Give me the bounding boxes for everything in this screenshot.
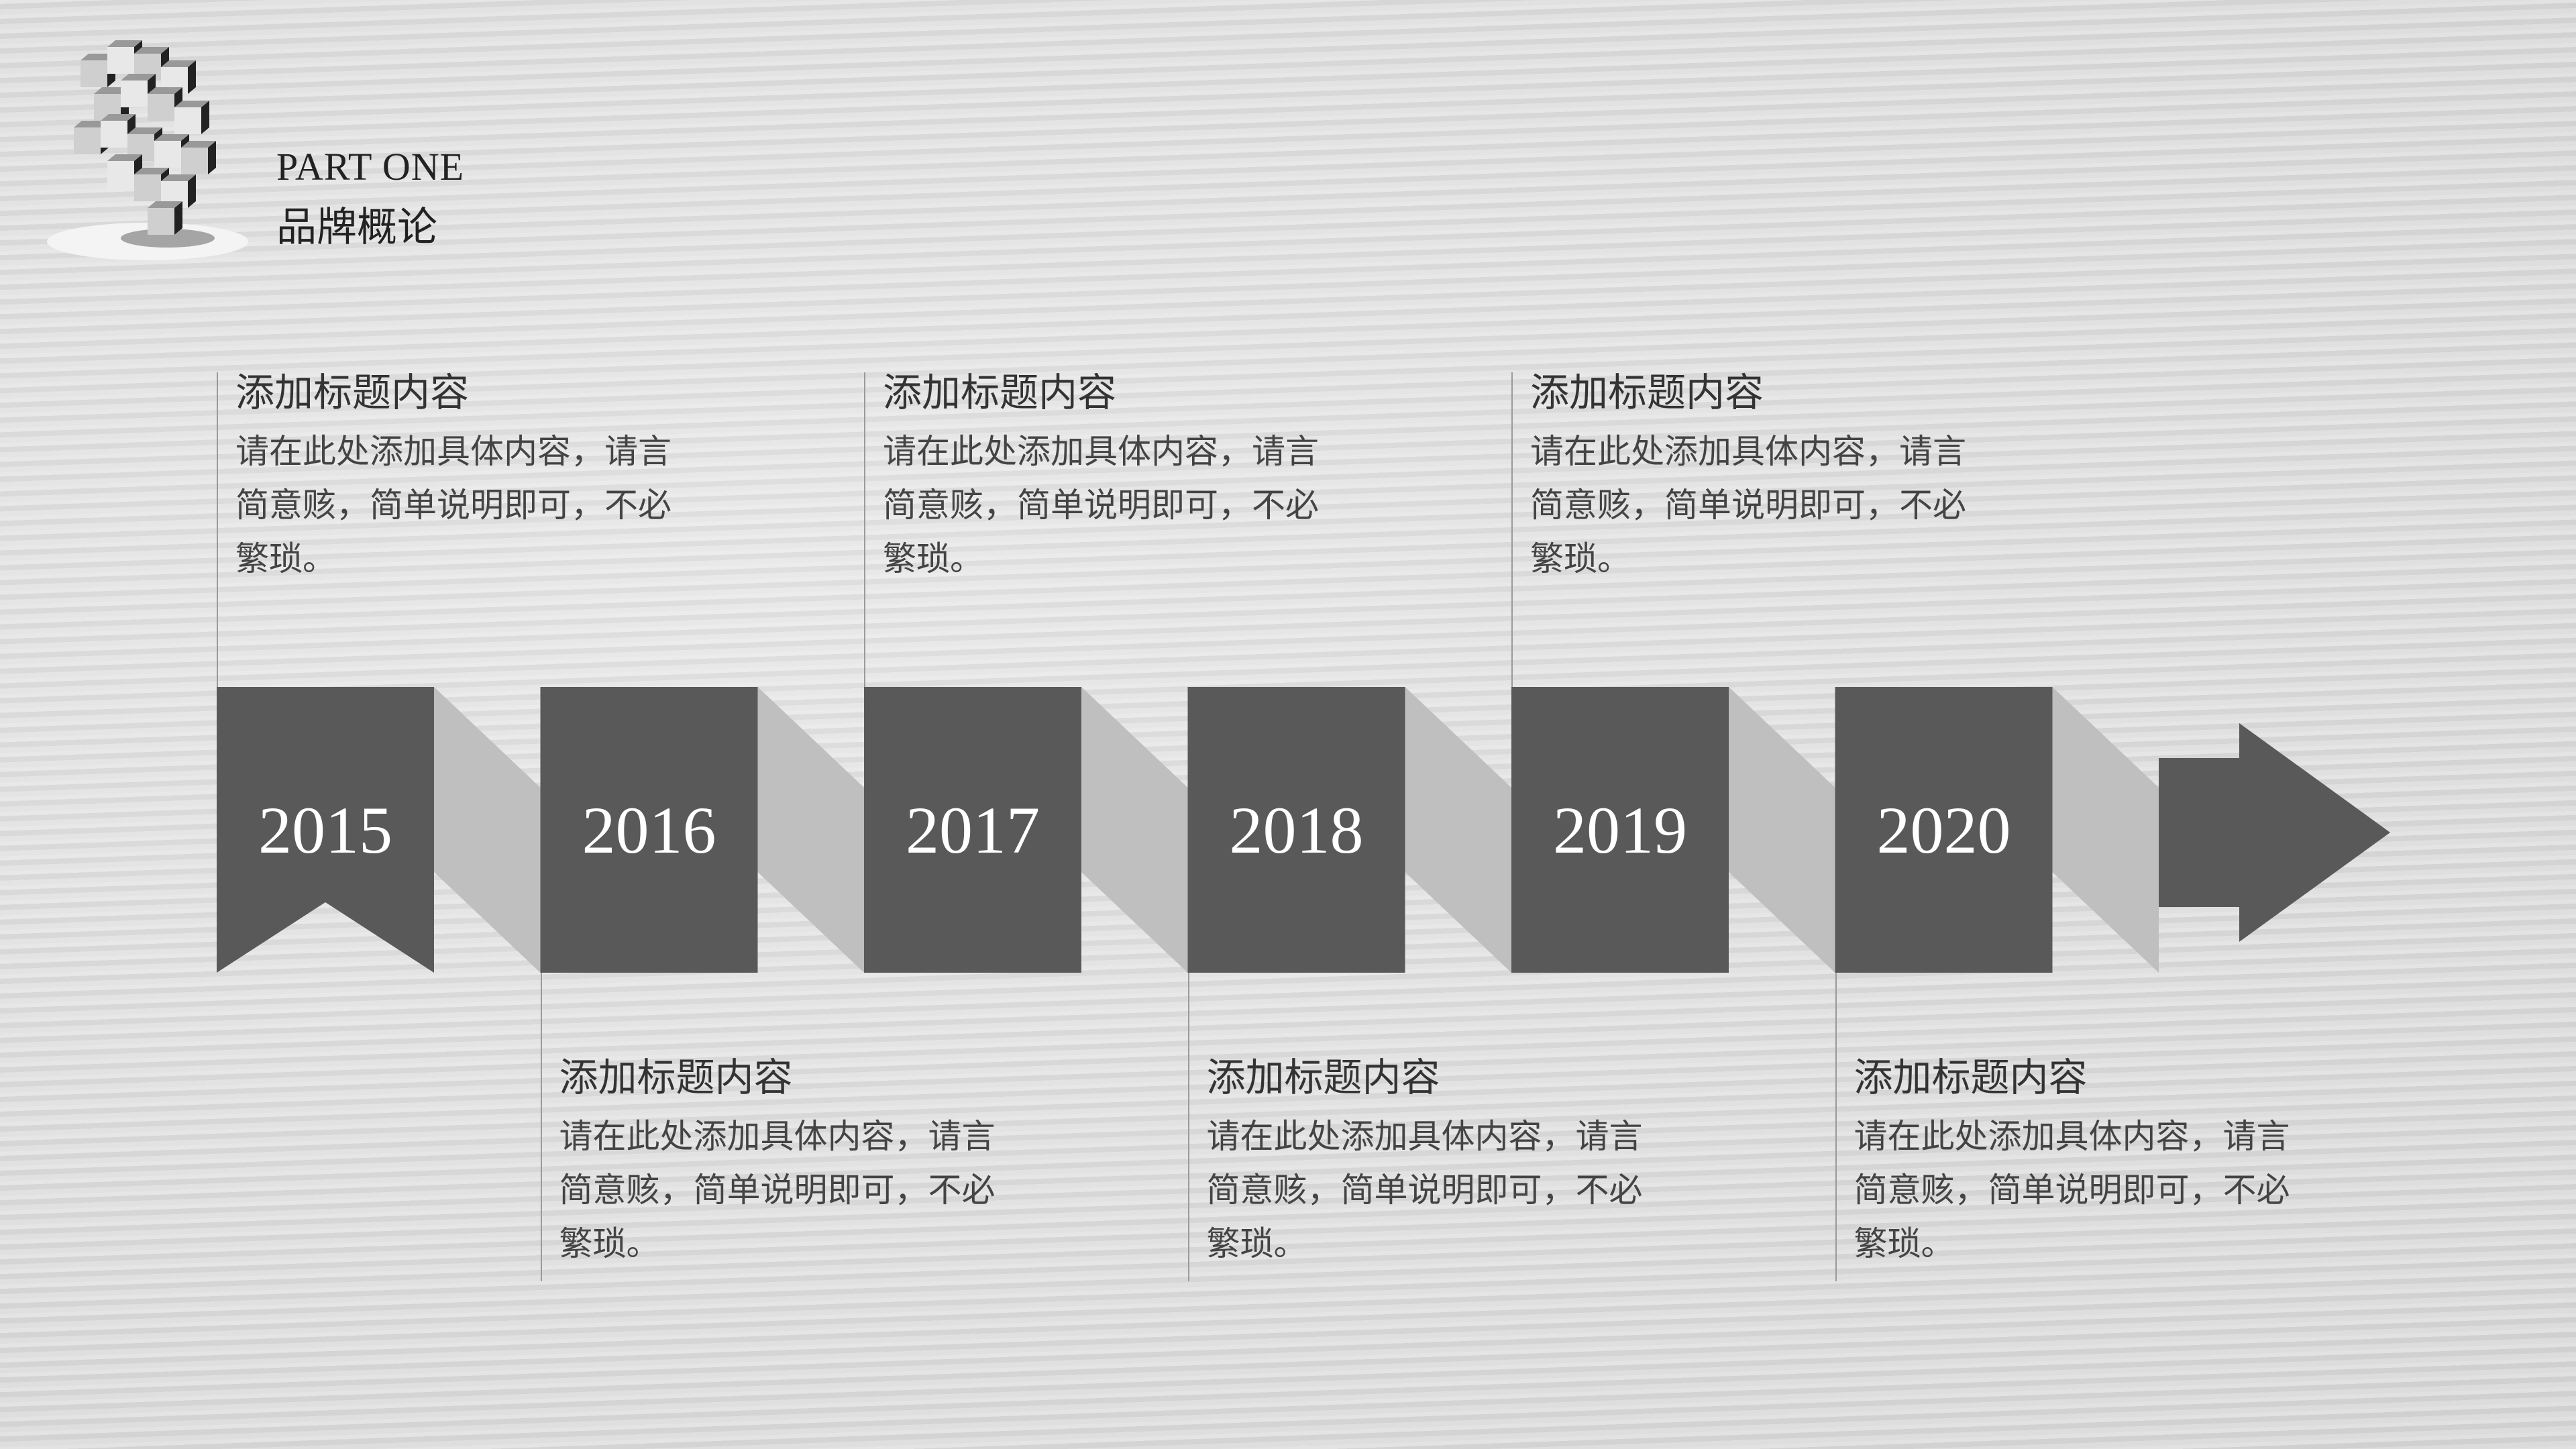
section-title: 品牌概论 bbox=[276, 204, 437, 251]
timeline-item: 添加标题内容请在此处添加具体内容，请言 简意赅，简单说明即可，不必 繁琐。 bbox=[883, 366, 1393, 586]
item-text-line: 繁琐。 bbox=[1206, 1224, 1307, 1263]
item-text-line: 繁琐。 bbox=[235, 539, 336, 578]
item-text-line: 繁琐。 bbox=[1530, 539, 1631, 578]
year-label: 2019 bbox=[1553, 792, 1687, 867]
connector-line bbox=[1187, 973, 1189, 1281]
timeline-item: 添加标题内容请在此处添加具体内容，请言 简意赅，简单说明即可，不必 繁琐。 bbox=[1854, 1051, 2364, 1271]
year-ribbon bbox=[217, 687, 434, 973]
year-box bbox=[1511, 687, 1729, 973]
item-title: 添加标题内容 bbox=[883, 370, 1117, 415]
arrow-head-icon bbox=[2239, 723, 2390, 942]
item-title: 添加标题内容 bbox=[1206, 1055, 1440, 1100]
item-title: 添加标题内容 bbox=[1854, 1055, 2088, 1100]
item-title: 添加标题内容 bbox=[235, 370, 470, 415]
timeline-item: 添加标题内容请在此处添加具体内容，请言 简意赅，简单说明即可，不必 繁琐。 bbox=[559, 1051, 1069, 1271]
connector-line bbox=[1511, 372, 1513, 687]
connector-line bbox=[217, 372, 218, 687]
year-label: 2020 bbox=[1876, 792, 2011, 867]
connector-line bbox=[864, 372, 865, 687]
year-box bbox=[864, 687, 1081, 973]
year-box bbox=[1835, 687, 2053, 973]
year-label: 2018 bbox=[1229, 792, 1364, 867]
year-label: 2015 bbox=[258, 792, 392, 867]
item-text-line: 简意赅，简单说明即可，不必 bbox=[235, 486, 672, 525]
year-label: 2017 bbox=[906, 792, 1040, 867]
item-text-line: 繁琐。 bbox=[883, 539, 983, 578]
timeline-item: 添加标题内容请在此处添加具体内容，请言 简意赅，简单说明即可，不必 繁琐。 bbox=[1207, 1051, 1717, 1271]
connector bbox=[1405, 687, 1511, 973]
item-text-line: 简意赅，简单说明即可，不必 bbox=[1530, 486, 1966, 525]
item-text-line: 请在此处添加具体内容，请言 bbox=[1206, 1117, 1643, 1156]
connector bbox=[2052, 687, 2159, 973]
item-text-line: 请在此处添加具体内容，请言 bbox=[559, 1117, 996, 1156]
year-box bbox=[540, 687, 758, 973]
connector bbox=[1081, 687, 1188, 973]
cube-logo-icon bbox=[47, 40, 248, 260]
connector bbox=[1729, 687, 1835, 973]
year-label: 2016 bbox=[582, 792, 716, 867]
year-box bbox=[1187, 687, 1405, 973]
item-text-line: 简意赅，简单说明即可，不必 bbox=[1854, 1171, 2290, 1210]
connector-line bbox=[540, 973, 542, 1281]
item-text-line: 简意赅，简单说明即可，不必 bbox=[559, 1171, 996, 1210]
connector bbox=[757, 687, 864, 973]
item-text-line: 简意赅，简单说明即可，不必 bbox=[883, 486, 1319, 525]
item-text-line: 请在此处添加具体内容，请言 bbox=[1530, 432, 1966, 471]
connector bbox=[434, 687, 541, 973]
item-text-line: 繁琐。 bbox=[559, 1224, 660, 1263]
item-text-line: 简意赅，简单说明即可，不必 bbox=[1206, 1171, 1643, 1210]
item-title: 添加标题内容 bbox=[559, 1055, 793, 1100]
item-text-line: 繁琐。 bbox=[1854, 1224, 1955, 1263]
item-title: 添加标题内容 bbox=[1530, 370, 1764, 415]
item-text-line: 请在此处添加具体内容，请言 bbox=[1854, 1117, 2290, 1156]
item-text-line: 请在此处添加具体内容，请言 bbox=[883, 432, 1319, 471]
item-text-line: 请在此处添加具体内容，请言 bbox=[235, 432, 672, 471]
timeline-item: 添加标题内容请在此处添加具体内容，请言 简意赅，简单说明即可，不必 繁琐。 bbox=[1530, 366, 2040, 586]
part-label: PART ONE bbox=[276, 145, 465, 189]
connector-line bbox=[1835, 973, 1837, 1281]
timeline-item: 添加标题内容请在此处添加具体内容，请言 简意赅，简单说明即可，不必 繁琐。 bbox=[235, 366, 745, 586]
